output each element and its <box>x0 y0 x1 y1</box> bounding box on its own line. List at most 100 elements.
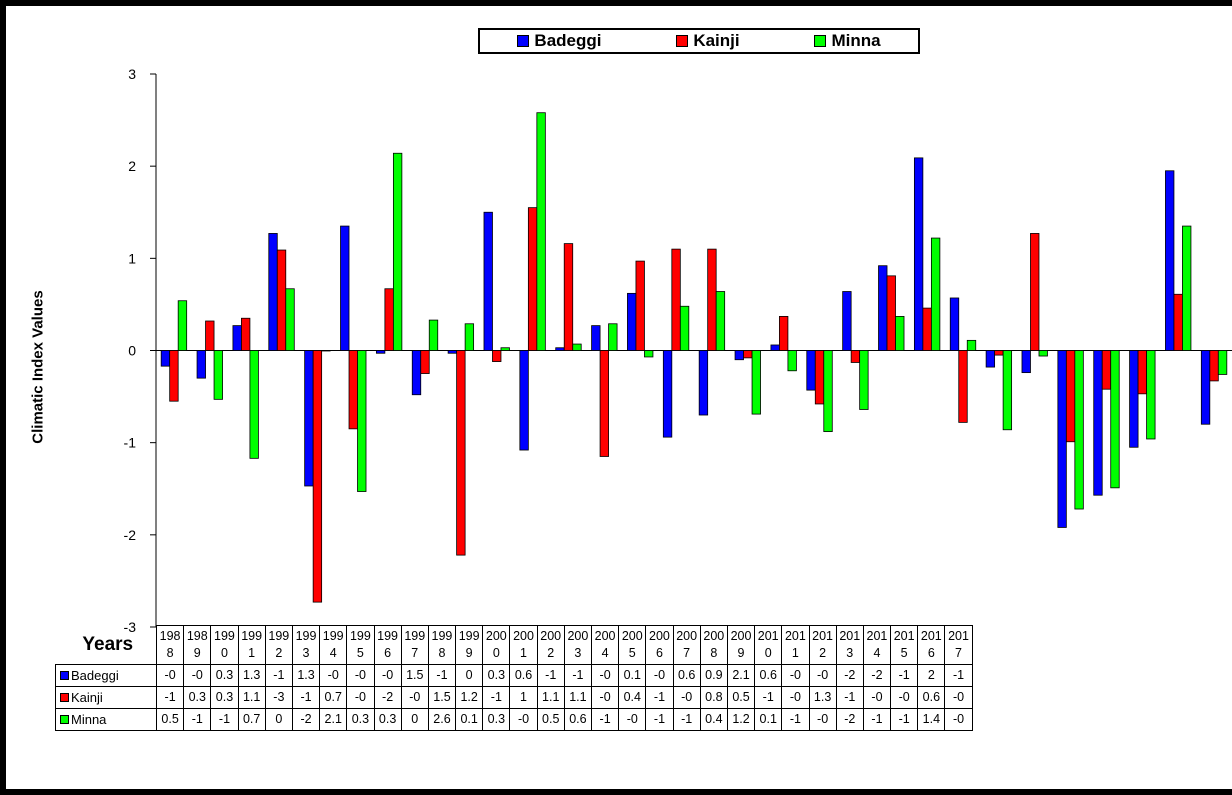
table-cell: -1 <box>155 686 185 709</box>
table-cell: 0.6 <box>754 664 783 687</box>
table-cell: -1 <box>536 664 565 687</box>
table-cell: 1.1 <box>237 686 266 709</box>
bar-kainji-2011 <box>994 350 1004 356</box>
table-cell: -0 <box>400 686 429 709</box>
data-table: Years 198 8 198 9 199 0 199 1 199 2 199 3 199 4… <box>55 625 973 731</box>
table-cell: 0.4 <box>699 708 728 731</box>
table-cell: -0 <box>155 664 185 687</box>
bar-minna-2006 <box>823 350 833 433</box>
table-cell: 0.7 <box>319 686 348 709</box>
table-cell: -0 <box>781 686 810 709</box>
table-cell: -1 <box>210 708 239 731</box>
bar-minna-1990 <box>249 350 259 459</box>
bar-minna-2001 <box>644 350 654 358</box>
table-cell: -1 <box>835 686 864 709</box>
bar-kainji-2001 <box>635 260 645 351</box>
x-tick-label: 200 0 <box>482 625 511 665</box>
bar-kainji-2016 <box>1173 293 1183 351</box>
bar-kainji-1994 <box>384 288 394 351</box>
table-cell: -2 <box>373 686 402 709</box>
bar-kainji-1999 <box>563 243 574 351</box>
table-cell: -0 <box>645 664 674 687</box>
x-tick-label: 199 5 <box>346 625 375 665</box>
table-cell: -1 <box>890 664 919 687</box>
x-tick-label: 200 1 <box>509 625 538 665</box>
table-cell: -1 <box>944 664 973 687</box>
x-tick-label: 200 8 <box>699 625 728 665</box>
bar-kainji-1995 <box>420 350 430 374</box>
bar-kainji-1992 <box>312 350 323 603</box>
bar-badeggi-2013 <box>1057 350 1067 528</box>
x-tick-label: 199 3 <box>291 625 321 665</box>
x-tick-label: 198 9 <box>183 625 212 665</box>
y-axis: -3 -2 -1 0 1 2 3 <box>124 66 1232 635</box>
x-tick-label: 200 3 <box>563 625 593 665</box>
bar-minna-2002 <box>679 305 690 351</box>
bar-badeggi-1994 <box>375 350 386 354</box>
x-tick-label: 199 7 <box>400 625 429 665</box>
table-row: Kainji -1 0.3 0.3 1.1 -3 -1 0.7 -0 -2 -0 1.5 1.2 -1 1 1… <box>55 686 973 709</box>
bar-kainji-1998 <box>527 207 538 351</box>
bar-badeggi-1993 <box>340 225 350 351</box>
table-cell: 0.6 <box>917 686 946 709</box>
x-tick-label: 199 1 <box>237 625 266 665</box>
table-cell: 0.3 <box>210 664 239 687</box>
table-cell: 0.5 <box>726 686 756 709</box>
x-tick-label: 199 9 <box>455 625 484 665</box>
bar-kainji-1997 <box>492 350 502 362</box>
y-tick-label: -1 <box>124 435 137 451</box>
bar-minna-1994 <box>392 152 403 351</box>
bar-badeggi-2010 <box>949 297 960 351</box>
bar-badeggi-1990 <box>232 325 242 351</box>
table-cell: -1 <box>427 664 457 687</box>
table-cell: -0 <box>590 664 620 687</box>
table-cell: 1.2 <box>455 686 484 709</box>
bar-kainji-2009 <box>922 307 932 351</box>
legend-item-minna: Minna <box>814 31 881 51</box>
bar-kainji-2017 <box>1209 350 1219 382</box>
table-cell: 1.5 <box>400 664 429 687</box>
x-tick-label: 200 9 <box>726 625 756 665</box>
table-cell: 1 <box>509 686 538 709</box>
table-cell: -1 <box>183 708 212 731</box>
legend-label: Minna <box>831 31 881 50</box>
table-cell: 1.1 <box>563 686 593 709</box>
bar-kainji-2008 <box>886 275 896 351</box>
x-tick-label: 200 2 <box>536 625 565 665</box>
bar-badeggi-2017 <box>1200 350 1211 425</box>
table-cell: -2 <box>835 664 864 687</box>
bar-minna-2011 <box>1002 350 1013 431</box>
table-cell: 0 <box>400 708 429 731</box>
table-row-header: Kainji <box>55 686 157 709</box>
bar-minna-2003 <box>715 291 726 351</box>
bar-kainji-2002 <box>671 248 681 351</box>
table-cell: 1.4 <box>917 708 946 731</box>
table-cell: -0 <box>808 664 837 687</box>
legend-swatch <box>517 35 530 47</box>
table-row: Badeggi -0 -0 0.3 1.3 -1 1.3 -0 -0 -0 1.5 -1 0 0.3 0.6… <box>55 664 973 687</box>
bar-kainji-2015 <box>1137 350 1147 395</box>
table-cell: -0 <box>346 686 375 709</box>
bars <box>160 112 1228 603</box>
bar-minna-2012 <box>1038 350 1048 357</box>
bar-kainji-2004 <box>743 350 753 359</box>
bar-badeggi-2003 <box>698 350 709 416</box>
bar-minna-1991 <box>285 288 295 351</box>
x-axis-title: Years <box>82 634 134 656</box>
table-cell: -0 <box>618 708 647 731</box>
bar-minna-2015 <box>1146 350 1156 440</box>
x-tick-label: 199 8 <box>427 625 457 665</box>
x-tick-label: 201 0 <box>754 625 783 665</box>
x-tick-label: 200 7 <box>672 625 701 665</box>
table-cell: -2 <box>835 708 864 731</box>
table-cell: -0 <box>862 686 892 709</box>
table-cell: 0.5 <box>155 708 185 731</box>
bar-kainji-1990 <box>241 317 251 351</box>
table-cell: 0.3 <box>482 664 511 687</box>
bar-minna-2008 <box>895 315 905 351</box>
table-cell: 2.6 <box>427 708 457 731</box>
table-cell: 1.3 <box>808 686 837 709</box>
table-cell: -2 <box>862 664 892 687</box>
table-cell: -0 <box>373 664 402 687</box>
